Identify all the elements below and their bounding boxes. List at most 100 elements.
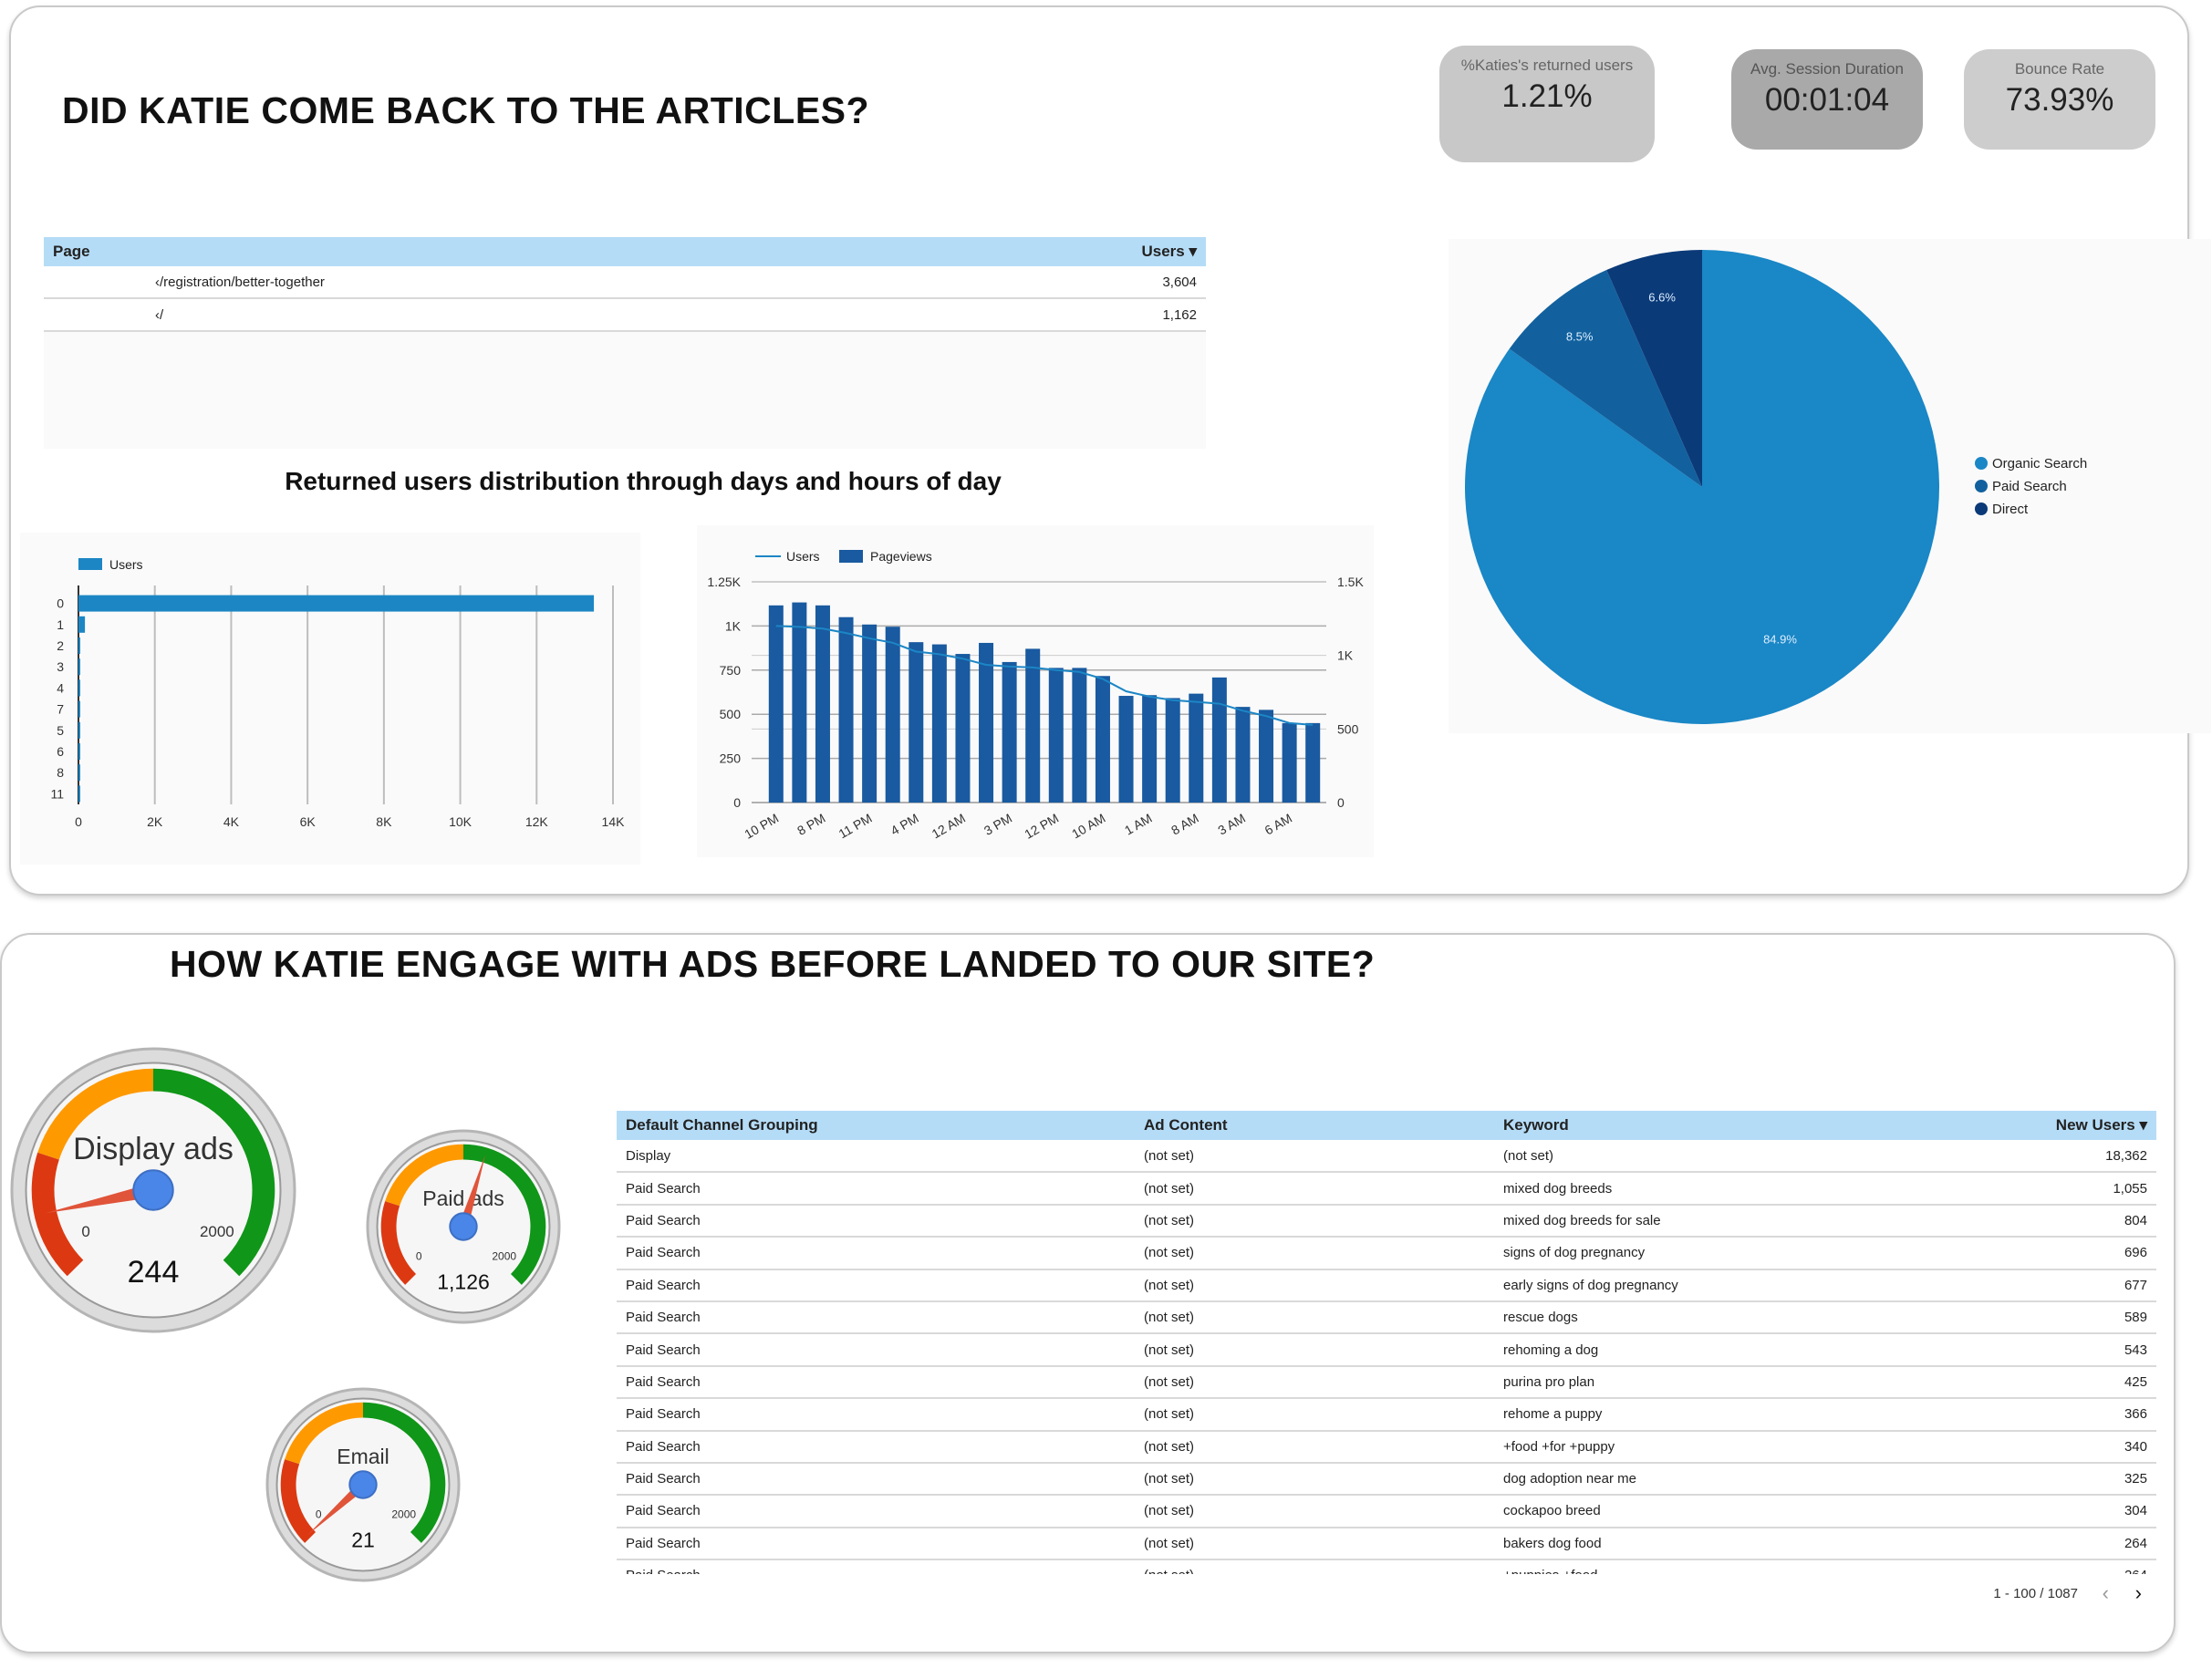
ad-content-cell: (not set) [1135,1559,1494,1574]
new-users-cell: 264 [1968,1527,2156,1561]
column-header-new-users[interactable]: New Users ▾ [1968,1111,2156,1140]
bar [78,679,80,697]
gauge-value: 21 [351,1528,375,1551]
ad-content-cell: (not set) [1135,1495,1494,1528]
chevron-left-icon[interactable]: ‹ [2102,1581,2109,1604]
gauge-hub [132,1169,174,1211]
table-row[interactable]: Paid Search (not set) +food +for +puppy 340 [617,1430,2156,1464]
hour-users-bar-chart-svg: Users 0 2K 4K 6K 8K 10K 12K 14K 0 1 2 3 4 7 5 6 8 11 [50,557,625,829]
channel-cell: Paid Search [617,1333,1135,1367]
gauge-title: Display ads [73,1132,234,1166]
table-header-row: Default Channel Grouping Ad Content Keyw… [617,1111,2156,1140]
channel-cell: Paid Search [617,1269,1135,1302]
x-tick-label: 0 [75,814,82,829]
keyword-cell: mixed dog breeds [1494,1172,1968,1206]
table-row[interactable]: Paid Search (not set) dog adoption near me… [617,1462,2156,1497]
users-cell: 1,162 [971,298,1206,332]
kpi-value: 00:01:04 [1764,82,1890,118]
table-row[interactable]: Paid Search (not set) rehoming a dog 543 [617,1333,2156,1367]
column-header-channel[interactable]: Default Channel Grouping [617,1111,1135,1140]
bar [78,721,80,739]
table-row[interactable]: ‹/registration/better-together 3,604 [44,266,1206,300]
bar [768,605,784,803]
bar [78,595,595,612]
new-users-cell: 677 [1968,1269,2156,1302]
table-row[interactable]: Display (not set) (not set) 18,362 [617,1140,2156,1174]
legend-swatch [1975,480,1988,492]
bar [1048,668,1064,803]
y-right-tick-label: 1.5K [1337,575,1364,589]
bar [885,627,900,803]
column-header-keyword[interactable]: Keyword [1494,1111,1968,1140]
gauge-email: 0 2000 Email 21 [265,1387,461,1582]
table-row[interactable]: Paid Search (not set) mixed dog breeds 1,05… [617,1172,2156,1206]
table-row[interactable]: Paid Search (not set) signs of dog pregnan… [617,1237,2156,1270]
gauge-max-label: 2000 [391,1507,416,1520]
legend-label: Pageviews [870,549,932,564]
new-users-cell: 804 [1968,1204,2156,1238]
chevron-right-icon[interactable]: › [2134,1581,2142,1604]
x-tick-label: 12 PM [1022,811,1061,842]
x-tick-label: 10 PM [742,811,781,842]
channel-cell: Paid Search [617,1527,1135,1561]
gauge-needle [45,1183,155,1214]
legend-label: Direct [1992,502,2029,517]
gauge-display-ads: 0 2000 Display ads 244 [10,1047,296,1333]
column-header-page[interactable]: Page [44,237,971,266]
keyword-cell: mixed dog breeds for sale [1494,1204,1968,1238]
gauge-hub [348,1470,378,1499]
channel-table-scroll[interactable]: Default Channel Grouping Ad Content Keyw… [617,1111,2156,1574]
table-row[interactable]: Paid Search (not set) bakers dog food 264 [617,1527,2156,1561]
kpi-avg-session-duration[interactable]: Avg. Session Duration 00:01:04 [1731,49,1923,150]
gauges-svg: 0 2000 Display ads 244 0 2000 Paid ads 1,126 0 20… [10,1047,561,1582]
keyword-cell: dog adoption near me [1494,1462,1968,1497]
page-table: Page Users ▾ ‹/registration/better-toget… [44,237,1206,449]
table-row[interactable]: Paid Search (not set) rescue dogs 589 [617,1300,2156,1335]
bar [1025,648,1041,803]
column-header-ad-content[interactable]: Ad Content [1135,1111,1494,1140]
slice-data-label: 6.6% [1648,290,1676,304]
table-row[interactable]: Paid Search (not set) purina pro plan 425 [617,1365,2156,1400]
x-tick-label: 11 PM [836,811,874,842]
y-tick-label: 5 [57,723,64,738]
column-header-users[interactable]: Users ▾ [971,237,1206,266]
new-users-cell: 366 [1968,1398,2156,1432]
new-users-cell: 696 [1968,1237,2156,1270]
gauge-max-label: 2000 [492,1249,516,1262]
channel-cell: Paid Search [617,1398,1135,1432]
gauge-paid-ads: 0 2000 Paid ads 1,126 [366,1129,561,1324]
keyword-cell: early signs of dog pregnancy [1494,1269,1968,1302]
chart-section-subtitle: Returned users distribution through days… [285,467,1002,495]
bar [979,642,994,803]
bar [1002,661,1017,803]
channel-cell: Paid Search [617,1462,1135,1497]
gauge-band-green [153,1068,275,1277]
ad-content-cell: (not set) [1135,1204,1494,1238]
section-title-ads: HOW KATIE ENGAGE WITH ADS BEFORE LANDED … [170,943,1376,985]
legend-swatch [1975,502,1988,515]
channel-table-grid: Default Channel Grouping Ad Content Keyw… [617,1111,2156,1574]
y-tick-label: 0 [57,596,64,611]
kpi-returned-users[interactable]: %Katies's returned users 1.21% [1439,46,1655,162]
table-row[interactable]: Paid Search (not set) rehome a puppy 366 [617,1398,2156,1432]
gauge-band-orange [385,1144,463,1207]
x-tick-label: 6 AM [1262,811,1294,838]
y-left-tick-label: 0 [733,795,741,810]
table-row[interactable]: ‹/ 1,162 [44,298,1206,332]
y-right-tick-label: 0 [1337,795,1345,810]
slice-data-label: 84.9% [1763,633,1797,647]
bar [1072,668,1087,803]
legend-label: Organic Search [1992,456,2087,471]
new-users-cell: 1,055 [1968,1172,2156,1206]
hour-users-bar-chart: Users 0 2K 4K 6K 8K 10K 12K 14K 0 1 2 3 4 7 5 6 8 11 [20,533,640,865]
kpi-bounce-rate[interactable]: Bounce Rate 73.93% [1964,49,2155,150]
ad-content-cell: (not set) [1135,1333,1494,1367]
gauge-needle [458,1155,485,1228]
ad-content-cell: (not set) [1135,1140,1494,1174]
table-row[interactable]: Paid Search (not set) mixed dog breeds for… [617,1204,2156,1238]
keyword-cell: rescue dogs [1494,1300,1968,1335]
legend-swatch [1975,457,1988,470]
table-row[interactable]: Paid Search (not set) early signs of dog p… [617,1269,2156,1302]
table-row[interactable]: Paid Search (not set) cockapoo breed 304 [617,1495,2156,1528]
